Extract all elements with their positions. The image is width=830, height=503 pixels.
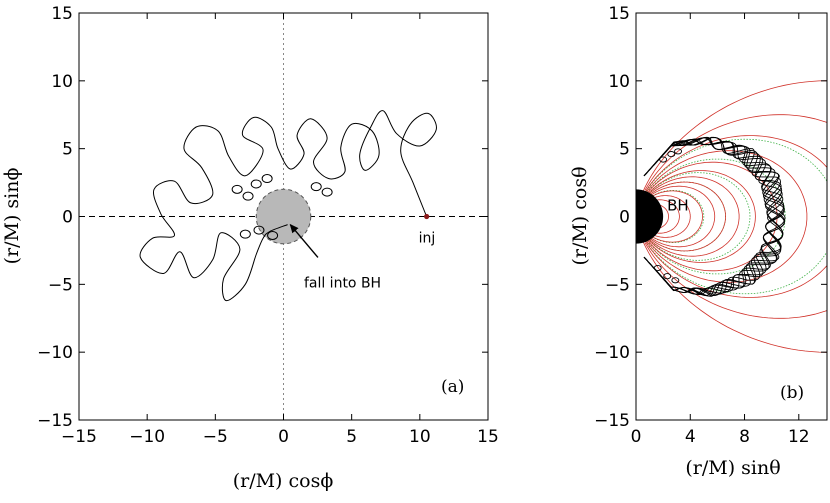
- panel-b-red-field-line: [643, 81, 830, 353]
- panel-b-x-tick-label: 12: [788, 427, 810, 447]
- panel-b-y-tick-label: 5: [619, 140, 630, 160]
- panel-a-label: (a): [441, 377, 464, 397]
- panel-a-y-tick-label: −15: [37, 411, 73, 431]
- panel-b: BH 0 4 8 12 −15 −10 −5 0 5 10 15 (b) (r/M) sinθ (r…: [569, 4, 830, 479]
- panel-a-x-tick-label: 5: [346, 427, 357, 447]
- panel-a-injection-point: [424, 214, 429, 219]
- panel-a-trajectory-loop: [262, 175, 272, 183]
- panel-b-trajectory-strand: [644, 137, 783, 295]
- panel-a-injection-label: inj: [419, 231, 436, 247]
- panel-a-y-axis-label: (r/M) sinϕ: [1, 168, 23, 265]
- panel-a-trajectory-loop: [322, 188, 332, 196]
- panel-b-x-tick-label: 8: [739, 427, 750, 447]
- panel-b-red-field-lines: [643, 81, 830, 353]
- panel-b-black-hole-label: BH: [667, 197, 689, 215]
- panel-a-y-tick-label: −10: [37, 343, 73, 363]
- panel-b-trajectory-loop: [672, 278, 679, 283]
- panel-b-green-field-line: [646, 139, 830, 294]
- panel-b-trajectory-loop: [654, 265, 661, 270]
- panel-b-x-tick-label: 0: [631, 427, 642, 447]
- panel-a-x-tick-label: 10: [409, 427, 431, 447]
- panel-a-y-tick-label: −5: [48, 275, 73, 295]
- panel-a-x-tick-label: 0: [278, 427, 289, 447]
- panel-b-y-axis-label: (r/M) cosθ: [569, 166, 591, 265]
- panel-b-y-tick-label: −10: [594, 343, 630, 363]
- panel-b-y-tick-label: 10: [608, 72, 630, 92]
- panel-a-annotation-group: inj fall into BH: [290, 214, 435, 292]
- panel-b-green-field-line: [649, 173, 750, 261]
- panel-a-trajectory-loop: [243, 192, 253, 200]
- panel-b-trajectory-loop: [668, 151, 675, 156]
- panel-a-y-tick-label: 0: [62, 208, 73, 228]
- panel-a-y-tick-label: 15: [51, 4, 73, 24]
- panel-b-trajectory-loop: [660, 157, 667, 162]
- panel-a-x-tick-label: −5: [203, 427, 228, 447]
- panel-b-frame: [636, 13, 827, 420]
- panel-b-ticks: 0 4 8 12 −15 −10 −5 0 5 10 15: [594, 4, 827, 447]
- panel-b-y-tick-label: −5: [605, 275, 630, 295]
- panel-a-trajectory-loop: [240, 230, 250, 238]
- panel-a-trajectory-loop: [251, 180, 261, 188]
- panel-a-y-tick-label: 10: [51, 72, 73, 92]
- panel-a-x-tick-label: −10: [129, 427, 165, 447]
- panel-b-y-tick-label: −15: [594, 411, 630, 431]
- panel-a-trajectory-loop: [311, 183, 321, 191]
- panel-a-x-axis-label: (r/M) cosϕ: [233, 470, 334, 492]
- panel-a-x-tick-label: 15: [477, 427, 499, 447]
- panel-a-y-tick-label: 5: [62, 140, 73, 160]
- panel-b-red-field-line: [646, 136, 830, 298]
- panel-a-annotation-text: fall into BH: [304, 275, 381, 291]
- panel-b-label: (b): [780, 383, 804, 403]
- panel-b-green-field-lines: [646, 139, 830, 294]
- panel-b-x-axis-label: (r/M) sinθ: [685, 457, 780, 479]
- panel-b-y-tick-label: 15: [608, 4, 630, 24]
- panel-b-y-tick-label: 0: [619, 208, 630, 228]
- panel-a-trajectory-loop: [232, 185, 242, 193]
- panel-b-x-tick-label: 4: [685, 427, 696, 447]
